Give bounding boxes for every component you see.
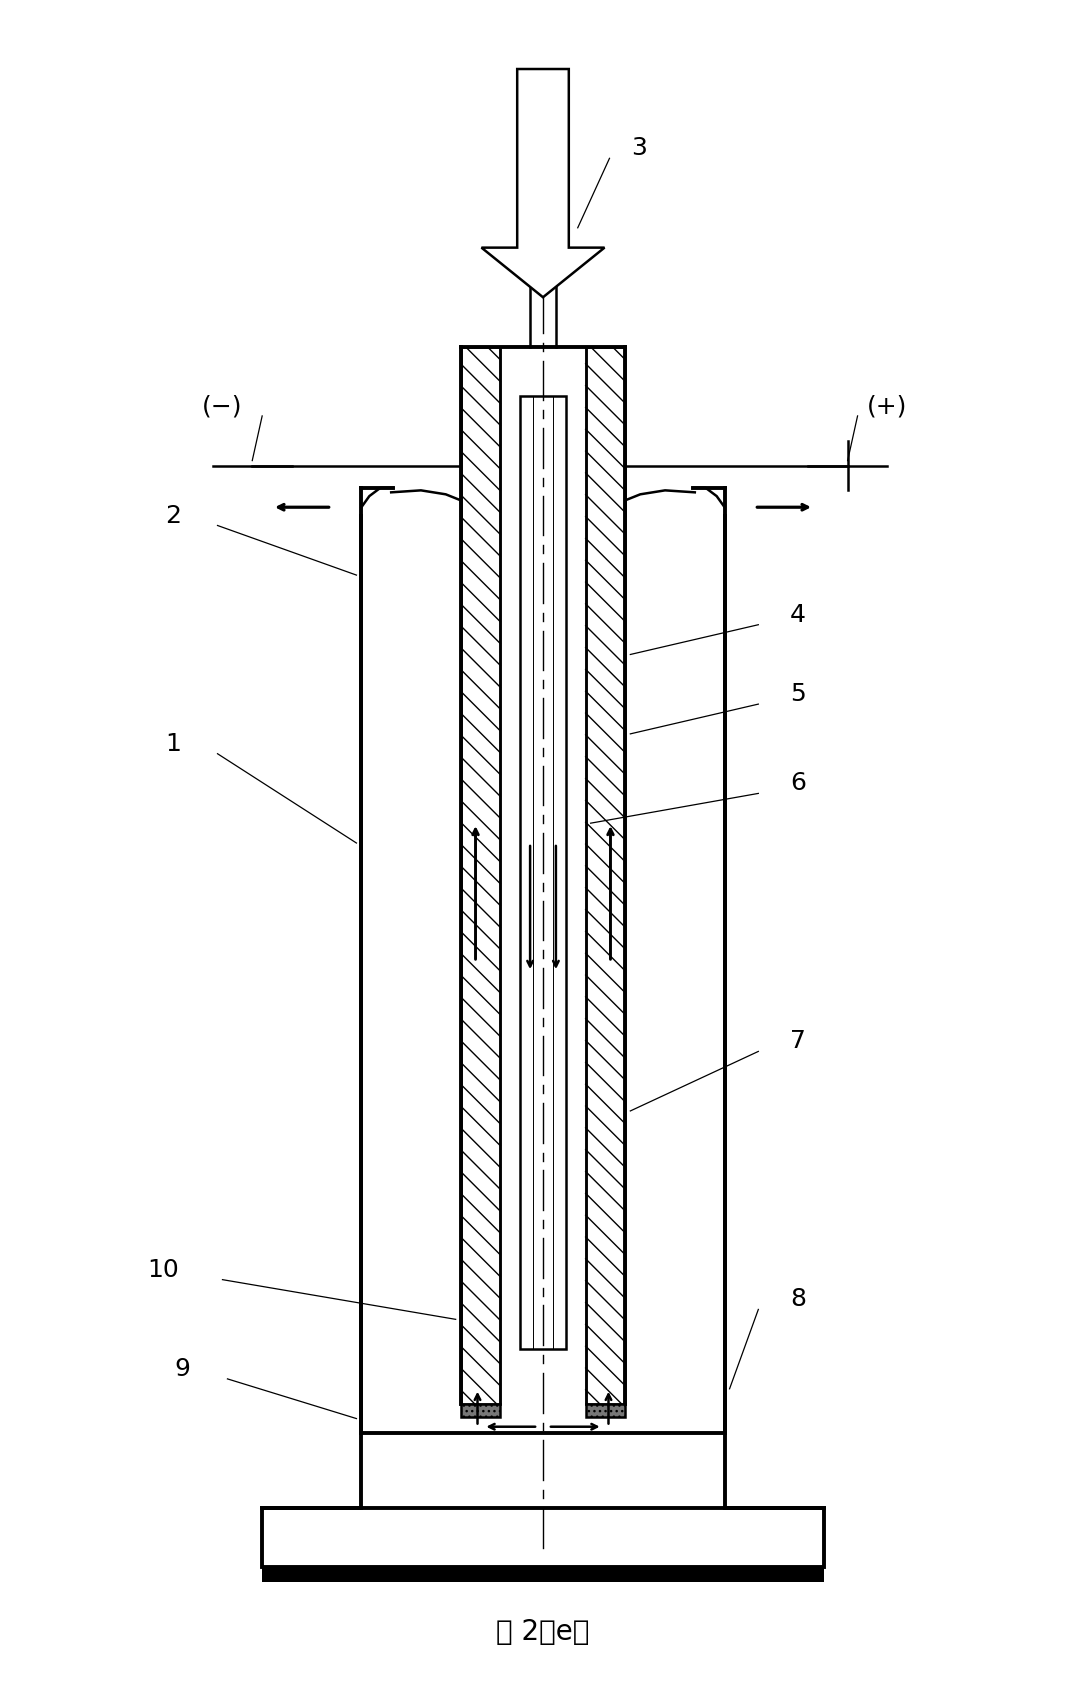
Bar [362,1417,724,1434]
Bar [460,347,501,1403]
Text: 10: 10 [147,1258,179,1282]
Text: (+): (+) [867,394,908,418]
Text: 8: 8 [790,1287,806,1312]
Bar [585,347,626,1403]
Text: 1: 1 [165,731,180,755]
Text: (−): (−) [202,394,243,418]
Text: 2: 2 [165,503,181,528]
Bar [262,1568,824,1583]
Text: 4: 4 [790,603,806,626]
Bar [460,1403,501,1417]
Bar [362,516,724,1434]
Bar [520,396,566,1349]
Text: 5: 5 [791,682,806,706]
Text: 3: 3 [631,137,647,161]
Text: 9: 9 [175,1358,191,1381]
Text: 7: 7 [791,1029,806,1053]
Bar [585,1403,626,1417]
Text: 6: 6 [790,772,806,796]
FancyArrow shape [481,69,605,298]
Bar [262,1508,824,1568]
Text: 图 2（e）: 图 2（e） [496,1619,590,1646]
